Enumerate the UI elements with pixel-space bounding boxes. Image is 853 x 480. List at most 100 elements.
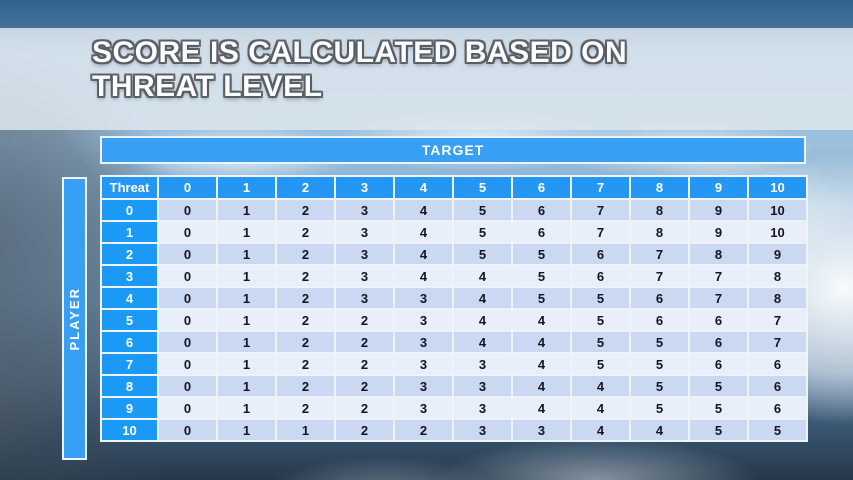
score-cell: 5 (629, 374, 690, 398)
row-header-threat-0: 0 (100, 198, 159, 222)
score-cell: 0 (157, 286, 218, 310)
score-cell: 4 (511, 330, 572, 354)
score-cell: 5 (452, 242, 513, 266)
score-cell: 1 (216, 198, 277, 222)
score-cell: 2 (334, 418, 395, 442)
score-cell: 6 (511, 198, 572, 222)
score-cell: 7 (629, 242, 690, 266)
score-cell: 5 (511, 286, 572, 310)
score-cell: 7 (688, 286, 749, 310)
score-cell: 5 (511, 242, 572, 266)
score-cell: 4 (393, 264, 454, 288)
score-cell: 2 (334, 330, 395, 354)
score-cell: 10 (747, 220, 808, 244)
score-cell: 2 (275, 198, 336, 222)
column-header-target-10: 10 (747, 175, 808, 200)
score-cell: 4 (570, 418, 631, 442)
score-cell: 7 (747, 308, 808, 332)
score-cell: 4 (629, 418, 690, 442)
score-cell: 3 (511, 418, 572, 442)
score-cell: 0 (157, 264, 218, 288)
column-header-target-4: 4 (393, 175, 454, 200)
table-row-threat-10: 10 0 1 1 2 2 3 3 4 4 5 5 (100, 418, 808, 442)
score-cell: 6 (570, 264, 631, 288)
column-header-target-3: 3 (334, 175, 395, 200)
score-cell: 2 (275, 220, 336, 244)
column-header-target-6: 6 (511, 175, 572, 200)
score-cell: 2 (275, 352, 336, 376)
score-cell: 2 (275, 286, 336, 310)
score-cell: 8 (629, 220, 690, 244)
player-axis-band: PLAYER (62, 177, 87, 460)
row-header-threat-8: 8 (100, 374, 159, 398)
score-cell: 4 (393, 198, 454, 222)
score-cell: 5 (629, 330, 690, 354)
score-cell: 4 (570, 396, 631, 420)
score-cell: 0 (157, 374, 218, 398)
score-cell: 1 (216, 352, 277, 376)
score-cell: 6 (688, 308, 749, 332)
score-cell: 3 (393, 308, 454, 332)
score-cell: 0 (157, 330, 218, 354)
score-cell: 5 (570, 308, 631, 332)
score-cell: 3 (334, 198, 395, 222)
column-header-target-7: 7 (570, 175, 631, 200)
score-cell: 5 (570, 286, 631, 310)
row-header-threat-10: 10 (100, 418, 159, 442)
score-cell: 4 (393, 242, 454, 266)
score-cell: 4 (511, 352, 572, 376)
score-cell: 5 (688, 374, 749, 398)
score-cell: 6 (688, 330, 749, 354)
score-cell: 4 (452, 286, 513, 310)
score-cell: 3 (452, 396, 513, 420)
score-cell: 5 (570, 330, 631, 354)
score-cell: 4 (511, 374, 572, 398)
score-cell: 0 (157, 308, 218, 332)
score-cell: 0 (157, 220, 218, 244)
score-cell: 5 (688, 418, 749, 442)
table-header-row: Threat 0 1 2 3 4 5 6 7 8 9 10 (100, 175, 808, 200)
score-cell: 2 (334, 396, 395, 420)
score-cell: 2 (334, 308, 395, 332)
score-cell: 3 (452, 374, 513, 398)
score-cell: 10 (747, 198, 808, 222)
score-cell: 5 (688, 396, 749, 420)
score-cell: 8 (688, 242, 749, 266)
score-cell: 1 (216, 374, 277, 398)
row-header-threat-1: 1 (100, 220, 159, 244)
score-cell: 1 (216, 308, 277, 332)
score-cell: 7 (747, 330, 808, 354)
score-cell: 2 (275, 308, 336, 332)
score-cell: 8 (747, 286, 808, 310)
score-cell: 1 (216, 264, 277, 288)
score-cell: 5 (452, 198, 513, 222)
column-header-target-5: 5 (452, 175, 513, 200)
score-cell: 5 (629, 352, 690, 376)
column-header-target-0: 0 (157, 175, 218, 200)
score-cell: 0 (157, 418, 218, 442)
row-header-threat-6: 6 (100, 330, 159, 354)
row-header-threat-7: 7 (100, 352, 159, 376)
score-cell: 3 (393, 330, 454, 354)
score-cell: 1 (216, 396, 277, 420)
score-cell: 2 (275, 374, 336, 398)
target-axis-label: TARGET (421, 142, 485, 158)
score-cell: 3 (334, 220, 395, 244)
score-cell: 8 (629, 198, 690, 222)
column-header-target-1: 1 (216, 175, 277, 200)
score-cell: 3 (452, 418, 513, 442)
score-cell: 6 (688, 352, 749, 376)
score-cell: 4 (452, 264, 513, 288)
score-cell: 0 (157, 198, 218, 222)
score-cell: 4 (511, 396, 572, 420)
score-cell: 6 (629, 286, 690, 310)
score-cell: 3 (393, 396, 454, 420)
score-cell: 2 (334, 352, 395, 376)
score-cell: 4 (452, 330, 513, 354)
table-body: 0 0 1 2 3 4 5 6 7 8 9 10 1 0 1 2 3 4 5 6 7 8 9 10 2 0 1 2 3 4 5 5 6 7 8 9 3 0… (100, 198, 808, 442)
